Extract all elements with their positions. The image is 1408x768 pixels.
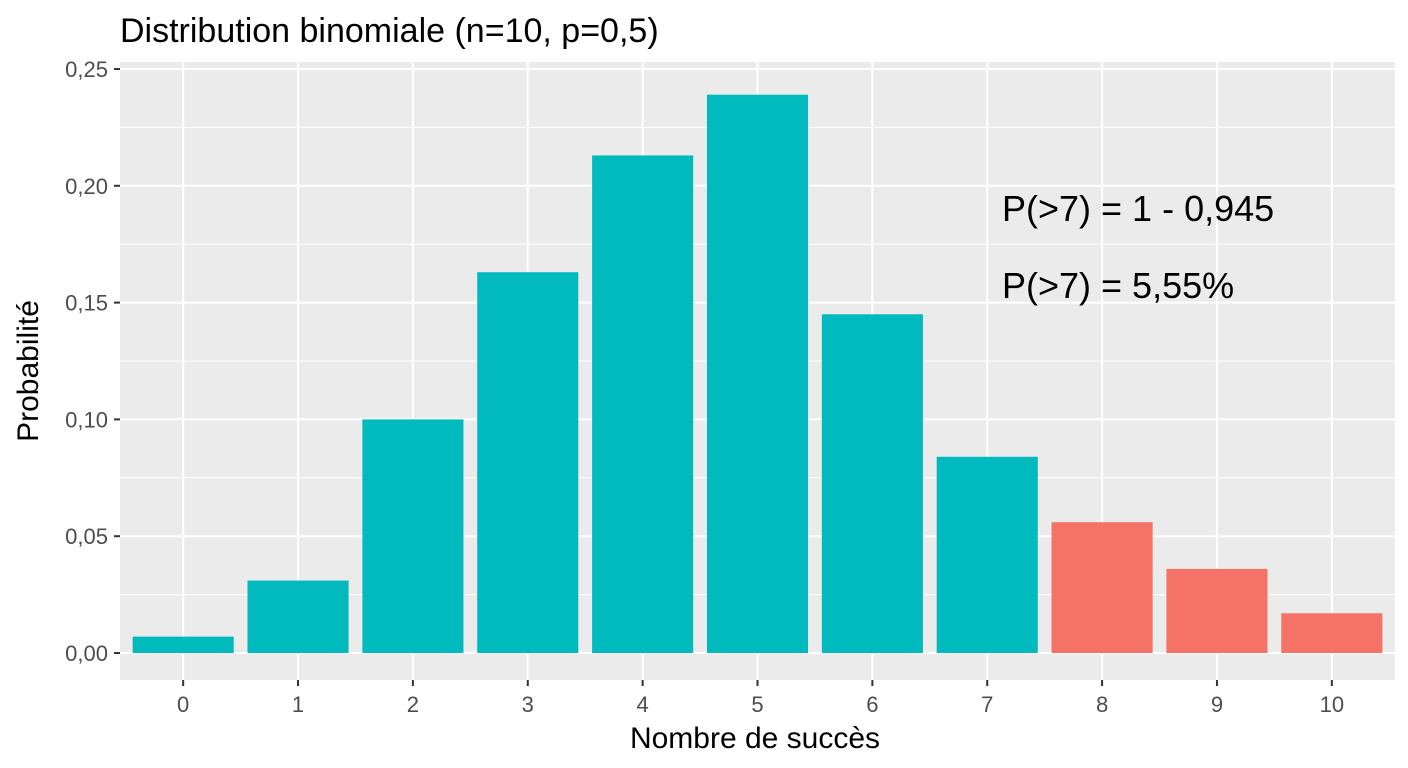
bar-1 [247, 580, 349, 653]
bar-10 [1281, 613, 1383, 653]
y-tick-label: 0,05 [65, 524, 108, 549]
annotation-result: P(>7) = 5,55% [1002, 265, 1234, 306]
x-tick-label: 2 [407, 692, 419, 717]
x-tick-label: 9 [1211, 692, 1223, 717]
y-tick-label: 0,20 [65, 174, 108, 199]
x-tick-label: 8 [1096, 692, 1108, 717]
y-axis-ticks: 0,00 0,05 0,10 0,15 0,20 0,25 [65, 57, 120, 666]
bar-5 [706, 94, 809, 654]
x-tick-label: 4 [637, 692, 649, 717]
x-axis-ticks: 0 1 2 3 4 5 6 7 8 9 10 [177, 680, 1344, 717]
bars [132, 94, 1383, 654]
x-tick-label: 5 [751, 692, 763, 717]
bar-2 [362, 419, 464, 653]
bar-9 [1166, 568, 1268, 653]
x-tick-label: 1 [292, 692, 304, 717]
x-tick-label: 0 [177, 692, 189, 717]
y-tick-label: 0,00 [65, 641, 108, 666]
x-axis-label: Nombre de succès [630, 722, 880, 755]
bar-8 [1051, 522, 1153, 653]
bar-7 [936, 456, 1038, 653]
chart-title: Distribution binomiale (n=10, p=0,5) [120, 12, 659, 50]
bar-0 [132, 636, 234, 653]
y-tick-label: 0,25 [65, 57, 108, 82]
x-tick-label: 3 [522, 692, 534, 717]
bar-3 [477, 272, 579, 653]
x-tick-label: 6 [866, 692, 878, 717]
y-tick-label: 0,15 [65, 291, 108, 316]
annotation-complement: P(>7) = 1 - 0,945 [1002, 188, 1274, 229]
y-axis-label: Probabilité [12, 300, 45, 442]
bar-6 [821, 314, 923, 653]
bar-4 [592, 155, 694, 653]
y-tick-label: 0,10 [65, 407, 108, 432]
x-tick-label: 7 [981, 692, 993, 717]
x-tick-label: 10 [1320, 692, 1344, 717]
